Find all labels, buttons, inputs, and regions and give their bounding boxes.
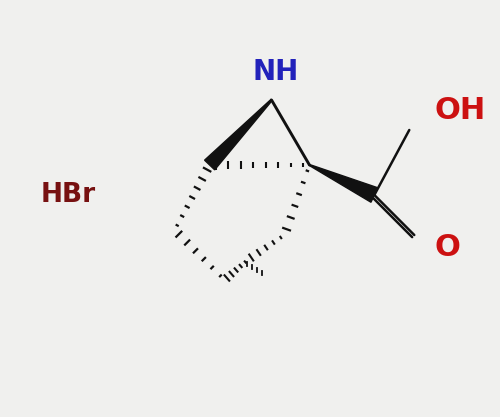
- Text: O: O: [434, 234, 460, 262]
- Polygon shape: [309, 165, 378, 202]
- Text: NH: NH: [252, 58, 298, 86]
- Text: OH: OH: [434, 95, 486, 125]
- Polygon shape: [204, 99, 272, 170]
- Text: HBr: HBr: [40, 182, 96, 208]
